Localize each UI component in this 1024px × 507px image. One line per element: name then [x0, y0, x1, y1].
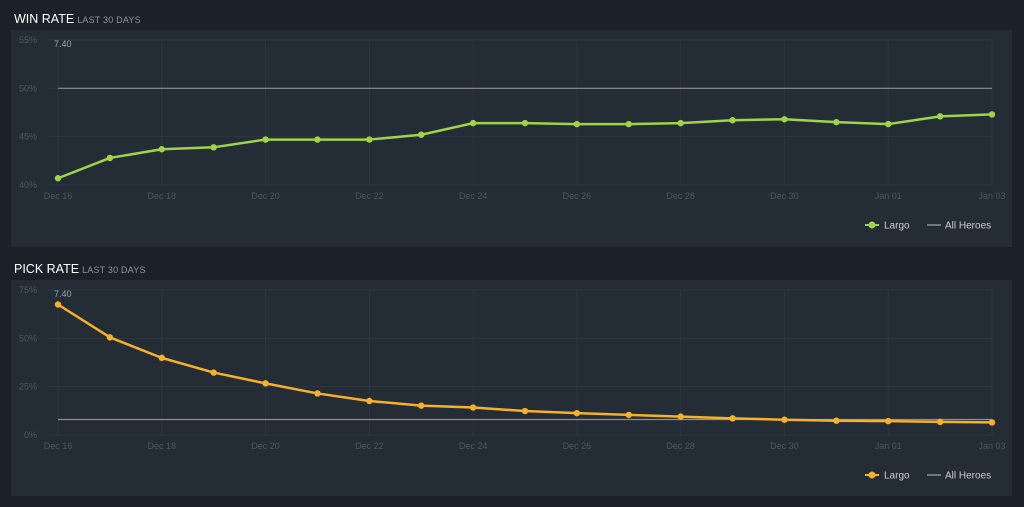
- pick-rate-data-point: [469, 404, 477, 411]
- win-rate-xtick-label: Dec 28: [666, 191, 695, 201]
- win-rate-data-point: [418, 131, 425, 138]
- pick-rate-xtick-label: Dec 16: [44, 441, 73, 451]
- pick-rate-data-point: [106, 334, 114, 341]
- win-rate-xtick-label: Jan 01: [875, 191, 902, 201]
- win-rate-data-point: [781, 116, 788, 123]
- win-rate-heading: WIN RATE LAST 30 DAYS: [14, 12, 141, 26]
- pick-rate-chart: 75% 50% 25% 0% Dec 16 Dec 18 Dec 20 Dec 22 Dec 2…: [19, 285, 1006, 482]
- pick-rate-data-point: [418, 402, 425, 409]
- win-rate-legend-label-all-heroes: All Heroes: [945, 221, 991, 232]
- pick-rate-data-point: [521, 407, 529, 415]
- pick-rate-title: PICK RATE: [14, 262, 80, 276]
- win-rate-data-point: [314, 136, 321, 143]
- win-rate-legend-label-largo: Largo: [884, 221, 910, 232]
- pick-rate-chart-panel: 75% 50% 25% 0% Dec 16 Dec 18 Dec 20 Dec 22 Dec 2…: [11, 280, 1012, 496]
- win-rate-data-point: [885, 120, 892, 128]
- win-rate-xtick-label: Dec 26: [563, 191, 592, 201]
- win-rate-data-point: [469, 119, 477, 127]
- pick-rate-data-point: [262, 380, 269, 387]
- win-rate-xtick-label: Dec 18: [148, 191, 177, 201]
- win-rate-chart: 55% 50% 45% 40% Dec 16 Dec 18 Dec 20 Dec 22 Dec …: [19, 35, 1006, 232]
- win-rate-data-point: [625, 120, 632, 128]
- pick-rate-data-point: [729, 415, 736, 422]
- win-rate-subtitle: LAST 30 DAYS: [77, 15, 141, 25]
- pick-rate-heading: PICK RATE LAST 30 DAYS: [14, 262, 146, 276]
- pick-rate-data-point: [677, 413, 684, 420]
- pick-rate-data-point: [366, 397, 373, 405]
- pick-rate-xtick-label: Dec 26: [563, 441, 592, 451]
- win-rate-ytick-label: 50%: [19, 83, 37, 93]
- win-rate-xtick-label: Dec 24: [459, 191, 488, 201]
- win-rate-chart-panel: 55% 50% 45% 40% Dec 16 Dec 18 Dec 20 Dec 22 Dec …: [11, 30, 1012, 247]
- pick-rate-patch-label: 7.40: [54, 289, 72, 299]
- pick-rate-data-point: [936, 418, 944, 426]
- pick-rate-legend-label-largo: Largo: [884, 471, 910, 482]
- pick-rate-data-point: [988, 419, 996, 426]
- pick-rate-data-point: [885, 417, 892, 425]
- pick-rate-data-point: [833, 417, 840, 424]
- win-rate-patch-label: 7.40: [54, 39, 72, 49]
- pick-rate-ytick-label: 0%: [24, 430, 37, 440]
- pick-rate-data-point: [210, 369, 217, 376]
- pick-rate-subtitle: LAST 30 DAYS: [82, 265, 146, 275]
- win-rate-data-point: [573, 120, 581, 128]
- win-rate-title: WIN RATE: [14, 12, 75, 26]
- win-rate-section: WIN RATE LAST 30 DAYS 55% 50% 45% 40% Dec 16 D…: [11, 0, 1012, 247]
- pick-rate-xtick-label: Jan 01: [875, 441, 902, 451]
- pick-rate-ytick-label: 25%: [19, 382, 37, 392]
- pick-rate-ytick-label: 75%: [19, 285, 37, 295]
- pick-rate-xtick-label: Jan 03: [978, 441, 1005, 451]
- win-rate-data-point: [988, 111, 996, 118]
- win-rate-xtick-label: Dec 30: [770, 191, 799, 201]
- win-rate-xtick-label: Jan 03: [978, 191, 1005, 201]
- win-rate-data-point: [366, 136, 373, 143]
- pick-rate-data-point: [573, 409, 581, 417]
- win-rate-data-point: [158, 146, 165, 153]
- pick-rate-xtick-label: Dec 20: [251, 441, 280, 451]
- win-rate-xtick-label: Dec 20: [251, 191, 280, 201]
- pick-rate-ytick-label: 50%: [19, 333, 37, 343]
- pick-rate-data-point: [54, 301, 62, 308]
- win-rate-ytick-label: 55%: [19, 35, 37, 45]
- pick-rate-xtick-label: Dec 28: [666, 441, 695, 451]
- pick-rate-legend-label-all-heroes: All Heroes: [945, 471, 991, 482]
- pick-rate-data-point: [314, 390, 321, 397]
- pick-rate-section: PICK RATE LAST 30 DAYS 75% 50% 25% 0% Dec 16 D…: [11, 250, 1012, 496]
- win-rate-ytick-label: 40%: [19, 180, 37, 190]
- win-rate-legend-swatch-marker-largo: [868, 221, 876, 229]
- pick-rate-xtick-label: Dec 24: [459, 441, 488, 451]
- win-rate-data-point: [210, 144, 217, 151]
- pick-rate-legend-swatch-marker-largo: [868, 471, 876, 479]
- win-rate-data-point: [106, 154, 114, 162]
- pick-rate-xtick-label: Dec 30: [770, 441, 799, 451]
- pick-rate-xtick-label: Dec 22: [355, 441, 384, 451]
- win-rate-data-point: [729, 117, 736, 124]
- win-rate-data-point: [677, 119, 684, 127]
- win-rate-ytick-label: 45%: [19, 132, 37, 142]
- pick-rate-xtick-label: Dec 18: [148, 441, 177, 451]
- pick-rate-data-point: [158, 354, 165, 362]
- win-rate-data-point: [833, 118, 840, 126]
- pick-rate-data-point: [625, 411, 632, 419]
- pick-rate-data-point: [781, 416, 788, 423]
- win-rate-data-point: [54, 175, 62, 182]
- win-rate-xtick-label: Dec 22: [355, 191, 384, 201]
- win-rate-data-point: [262, 136, 269, 143]
- win-rate-data-point: [521, 119, 529, 127]
- win-rate-xtick-label: Dec 16: [44, 191, 73, 201]
- win-rate-data-point: [936, 113, 944, 120]
- pick-rate-series-line-largo: [57, 303, 993, 424]
